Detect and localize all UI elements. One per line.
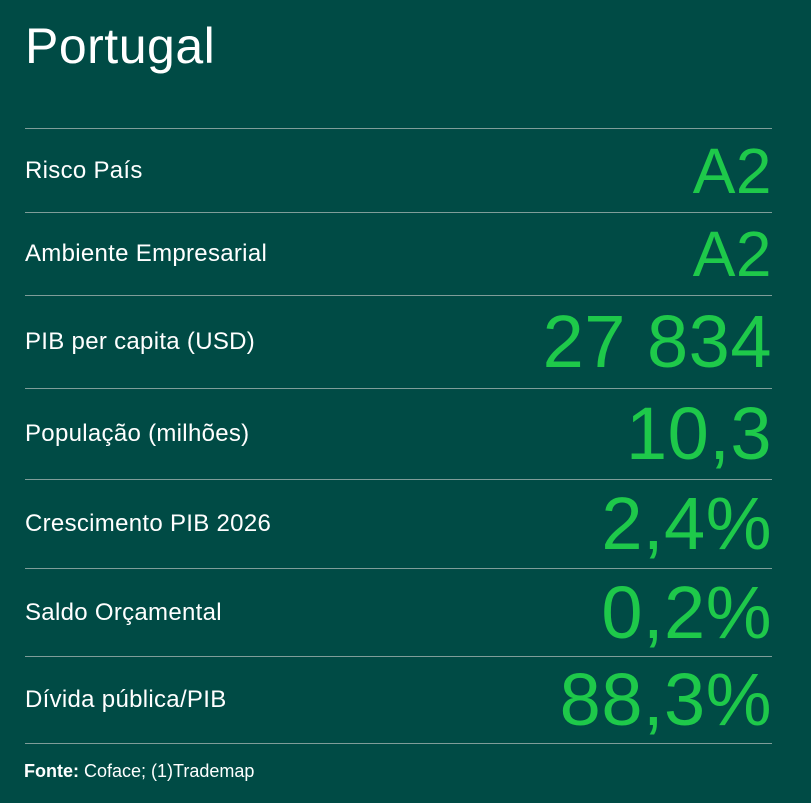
indicator-value: 0,2% bbox=[601, 570, 772, 654]
indicator-label: Risco País bbox=[25, 156, 143, 184]
page-title: Portugal bbox=[25, 18, 216, 74]
divider bbox=[25, 568, 772, 569]
indicator-row-pib-per-capita: PIB per capita (USD) 27 834 bbox=[25, 296, 772, 388]
divider bbox=[25, 479, 772, 480]
source-text: Coface; (1)Trademap bbox=[78, 761, 255, 781]
divider bbox=[25, 388, 772, 389]
indicator-value: 27 834 bbox=[542, 300, 772, 383]
indicator-value: A2 bbox=[692, 134, 772, 207]
indicator-value: 2,4% bbox=[601, 482, 772, 565]
divider bbox=[25, 295, 772, 296]
indicator-row-saldo-orcamental: Saldo Orçamental 0,2% bbox=[25, 569, 772, 656]
indicator-row-risco-pais: Risco País A2 bbox=[25, 129, 772, 212]
indicator-label: Crescimento PIB 2026 bbox=[25, 510, 272, 537]
indicator-row-divida-publica: Dívida pública/PIB 88,3% bbox=[25, 657, 772, 743]
divider bbox=[25, 656, 772, 657]
indicator-row-ambiente-empresarial: Ambiente Empresarial A2 bbox=[25, 213, 772, 295]
indicator-value: A2 bbox=[692, 218, 772, 290]
divider bbox=[25, 128, 772, 129]
indicator-label: PIB per capita (USD) bbox=[25, 328, 256, 355]
indicator-value: 10,3 bbox=[625, 392, 772, 475]
indicator-row-crescimento-pib: Crescimento PIB 2026 2,4% bbox=[25, 480, 772, 568]
indicator-label: Dívida pública/PIB bbox=[25, 686, 227, 713]
source-note: Fonte: Coface; (1)Trademap bbox=[24, 761, 254, 782]
indicator-row-populacao: População (milhões) 10,3 bbox=[25, 389, 772, 479]
indicator-label: Ambiente Empresarial bbox=[25, 240, 268, 267]
indicator-label: População (milhões) bbox=[25, 420, 250, 447]
source-prefix: Fonte: bbox=[24, 761, 79, 781]
indicator-label: Saldo Orçamental bbox=[25, 598, 222, 626]
indicator-value: 88,3% bbox=[559, 658, 772, 741]
divider bbox=[25, 743, 772, 744]
divider bbox=[25, 212, 772, 213]
